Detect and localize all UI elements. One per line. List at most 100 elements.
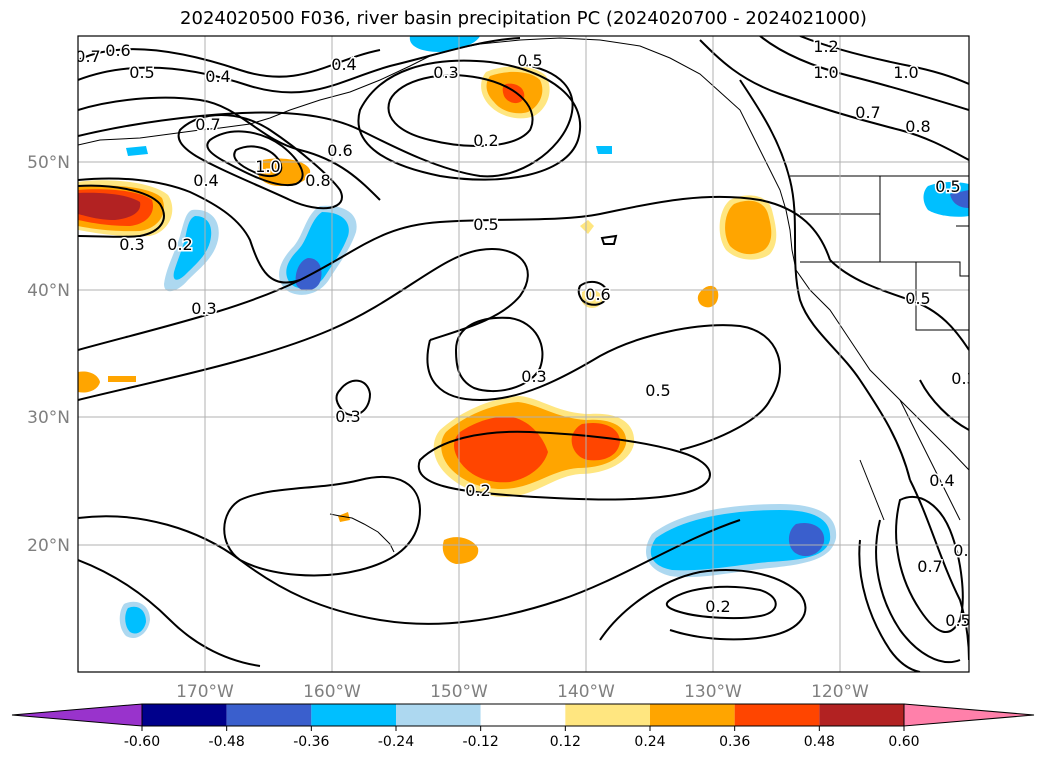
colorbar-segment [226,704,312,726]
contour-label: 0.6 [953,541,978,560]
contour-label: 1.0 [813,63,838,82]
colorbar-segment [311,704,396,726]
precip-fill-layer [78,36,969,639]
contour-line [426,324,781,451]
contour-label: 0.7 [855,103,880,122]
fill-neg-small-ak [126,146,148,156]
contour-label: 1.2 [813,37,838,56]
contour-label: 0.3 [119,235,144,254]
colorbar-tick-label: 0.48 [804,734,835,750]
contour-line [799,36,969,85]
contour-line [599,569,807,641]
contour-line [78,515,741,625]
contour-line [858,539,921,672]
contour-label: 0.6 [105,41,130,60]
lon-label: 140°W [557,682,615,702]
colorbar-tick-label: -0.24 [378,734,414,750]
fill-neg-big-dark [788,522,825,557]
colorbar-tick-label: 0.36 [719,734,750,750]
contour-line [206,130,304,187]
border [915,262,969,331]
contour-label: 0.5 [517,51,542,70]
colorbar: -0.60 -0.48 -0.36 -0.24 -0.12 0.12 0.24 0.36 0.4… [11,703,1035,750]
fill-neg-3 [409,36,480,52]
map-title: 2024020500 F036, river basin precipitati… [180,8,867,29]
colorbar-extend-high [903,703,1035,727]
contour-label: 0.7 [75,47,100,66]
lon-label: 120°W [811,682,869,702]
contour-line [78,177,301,284]
contour-line [759,36,969,111]
contour-label: 0.5 [905,289,930,308]
colorbar-tick-label: -0.12 [463,734,499,750]
contour-line [78,48,381,78]
contour-label: 0.7 [195,115,220,134]
colorbar-segment [565,704,650,726]
contour-label: 0.3 [951,369,976,388]
contour-line [78,184,165,238]
fill-west-top [78,192,141,220]
contour-line [78,559,261,667]
contour-label: 1.0 [893,63,918,82]
contour-label: 0.5 [945,611,970,630]
contour-line [357,59,581,181]
fill-neg-sw-b [125,606,146,634]
contour-label: 0.8 [905,117,930,136]
fill-pos-big-east [571,422,620,461]
lat-label: 20°N [27,536,70,556]
fill-neg-east-dark [950,190,969,208]
contour-line [335,379,372,417]
contour-line [454,316,544,393]
contour-label: 0.4 [331,55,356,74]
coastline [859,459,885,521]
fill-pos-west-dash [108,376,136,382]
colorbar-segment [650,704,735,726]
fill-neg-small-bc [596,146,612,154]
small-contours [577,234,618,306]
contour-label-layer: 0.7 0.6 0.5 0.4 0.4 0.3 0.5 1.2 1.0 1.0 0.7 0.8 0.2 0… [75,36,978,632]
contour-label: 0.4 [193,171,218,190]
coastline [899,399,961,521]
contour-line [895,495,964,633]
fill-neg-1b [173,216,212,280]
lat-label: 30°N [27,408,70,428]
contour-label: 0.4 [205,67,230,86]
lat-label: 40°N [27,281,70,301]
fill-neg-east [923,182,969,217]
contour-line [919,379,969,431]
contour-line [223,475,422,577]
contour-label: 0.2 [167,235,192,254]
fill-pos-6 [580,220,594,234]
contour-label: 0.8 [305,171,330,190]
contour-line [739,79,911,481]
contour-label: 0.6 [327,141,352,160]
lon-label: 170°W [176,682,234,702]
colorbar-tick-label: -0.36 [293,734,329,750]
contour-label: 0.5 [129,63,154,82]
coastline [329,513,395,553]
contour-line [577,280,610,306]
lat-label: 50°N [27,153,70,173]
colorbar-segment [396,704,481,726]
coastline-layer [78,37,969,553]
contour-line [417,430,711,501]
plot-area [78,36,969,672]
contour-label: 0.5 [473,215,498,234]
fill-pos-hawaii [442,537,479,564]
lon-label: 150°W [430,682,488,702]
contour-label: 0.5 [645,381,670,400]
colorbar-segment [480,704,566,726]
contour-label: 0.3 [521,367,546,386]
contour-line [78,195,831,351]
contour-line [909,479,969,661]
colorbar-tick-label: 0.60 [888,734,919,750]
colorbar-extend-low [11,703,143,727]
fill-pos-big-high [454,416,548,483]
contour-line [177,114,343,210]
contour-label: 0.3 [433,63,458,82]
fill-neg-2c [295,258,322,291]
contour-label: 0.2 [705,597,730,616]
colorbar-tick-label: -0.60 [124,734,160,750]
colorbar-frame [141,703,905,727]
colorbar-tick-label: -0.48 [209,734,245,750]
